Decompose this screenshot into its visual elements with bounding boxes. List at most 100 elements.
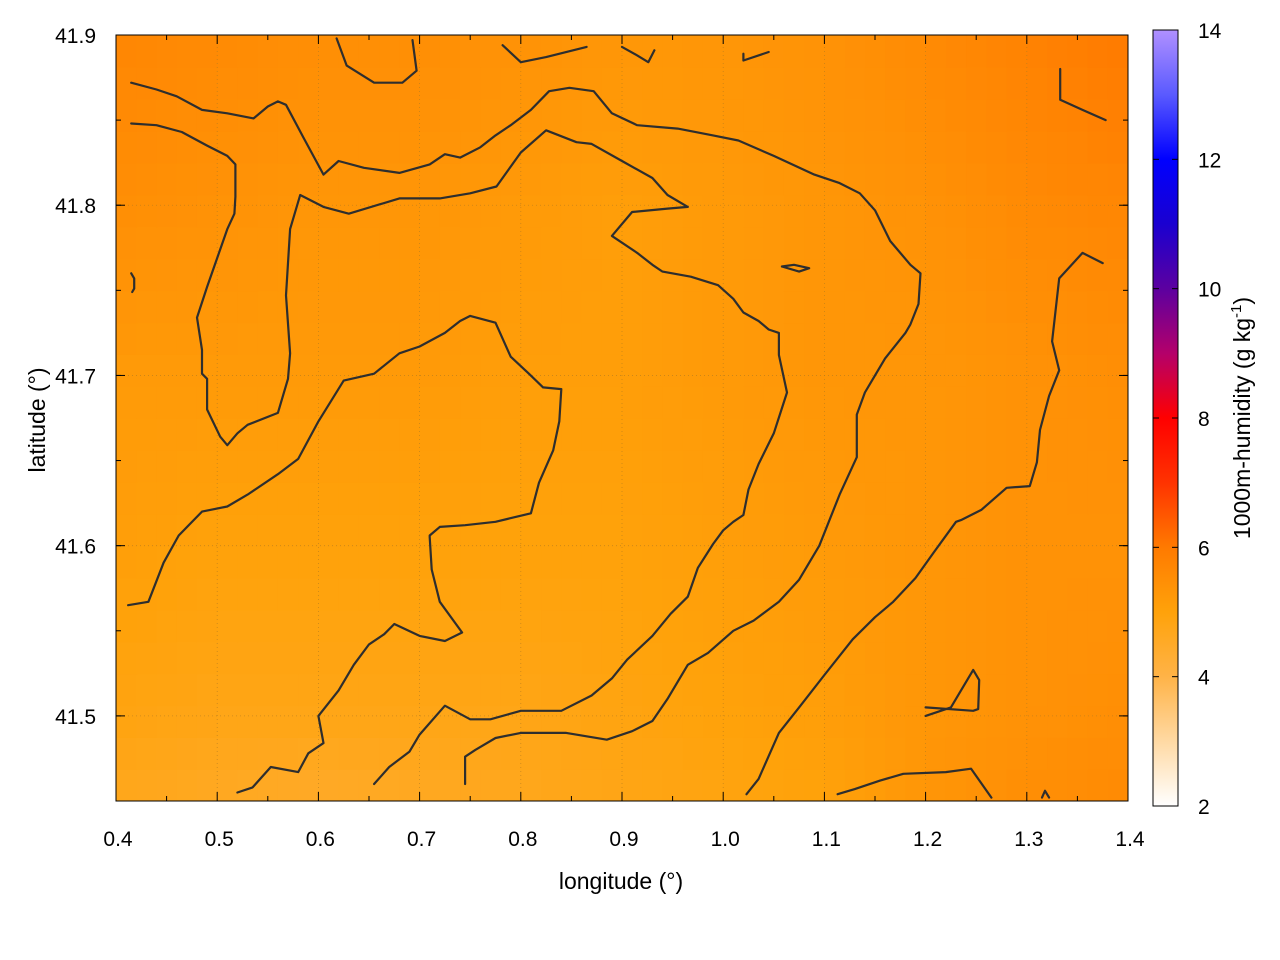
heatmap-cell	[925, 386, 947, 419]
heatmap-cell	[966, 226, 988, 260]
heatmap-cell	[500, 769, 522, 801]
heatmap-cell	[237, 258, 259, 292]
colorbar-label-superscript: -1	[1228, 305, 1245, 318]
heatmap-cell	[1026, 577, 1048, 611]
heatmap-cell	[824, 66, 846, 100]
heatmap-cell	[986, 226, 1008, 260]
heatmap-cell	[1006, 194, 1028, 228]
heatmap-cell	[338, 577, 360, 611]
heatmap-cell	[116, 322, 138, 355]
heatmap-cell	[783, 673, 805, 707]
heatmap-cell	[237, 290, 259, 324]
heatmap-cell	[520, 35, 542, 68]
heatmap-cell	[662, 258, 684, 292]
heatmap-cell	[439, 481, 461, 515]
heatmap-cell	[338, 673, 360, 707]
heatmap-cell	[419, 418, 441, 451]
heatmap-cell	[601, 737, 623, 770]
heatmap-cell	[925, 449, 947, 483]
heatmap-cell	[1047, 577, 1069, 611]
colorbar-tick-label: 10	[1198, 279, 1221, 302]
heatmap-cell	[783, 609, 805, 643]
heatmap-cell	[986, 354, 1008, 387]
heatmap-cell	[1047, 673, 1069, 707]
heatmap-cell	[136, 66, 158, 100]
heatmap-cell	[743, 513, 765, 547]
heatmap-cell	[277, 418, 299, 451]
heatmap-cell	[642, 386, 664, 419]
heatmap-cell	[844, 545, 866, 579]
heatmap-cell	[966, 769, 988, 801]
heatmap-cell	[196, 130, 218, 164]
heatmap-cell	[419, 641, 441, 675]
heatmap-cell	[783, 577, 805, 611]
heatmap-cell	[257, 577, 279, 611]
heatmap-cell	[662, 545, 684, 579]
heatmap-cell	[196, 609, 218, 643]
heatmap-cell	[905, 258, 927, 292]
heatmap-cell	[945, 577, 967, 611]
heatmap-cell	[642, 481, 664, 515]
heatmap-cell	[460, 577, 482, 611]
heatmap-cell	[824, 577, 846, 611]
heatmap-cell	[1107, 35, 1128, 68]
heatmap-cell	[277, 609, 299, 643]
heatmap-cell	[1067, 226, 1089, 260]
heatmap-cell	[338, 98, 360, 132]
heatmap-cell	[1067, 162, 1089, 196]
heatmap-cell	[1006, 737, 1028, 770]
heatmap-cell	[966, 66, 988, 100]
heatmap-cell	[662, 290, 684, 324]
heatmap-cell	[439, 290, 461, 324]
heatmap-cell	[500, 513, 522, 547]
heatmap-cell	[1107, 737, 1128, 770]
heatmap-cell	[642, 641, 664, 675]
heatmap-cell	[561, 769, 583, 801]
heatmap-cell	[358, 673, 380, 707]
heatmap-cell	[439, 162, 461, 196]
heatmap-cell	[541, 481, 563, 515]
heatmap-cell	[399, 194, 421, 228]
heatmap-cell	[480, 641, 502, 675]
heatmap-cell	[318, 322, 340, 355]
heatmap-cell	[622, 577, 644, 611]
heatmap-cell	[824, 609, 846, 643]
heatmap-cell	[318, 577, 340, 611]
heatmap-cell	[682, 258, 704, 292]
heatmap-cell	[257, 386, 279, 419]
heatmap-cell	[945, 418, 967, 451]
heatmap-cell	[298, 354, 320, 387]
heatmap-cell	[966, 577, 988, 611]
heatmap-cell	[257, 98, 279, 132]
colorbar-tick-label: 8	[1198, 408, 1210, 431]
heatmap-cell	[743, 354, 765, 387]
heatmap-cell	[136, 577, 158, 611]
heatmap-cell	[318, 98, 340, 132]
heatmap-cell	[1026, 354, 1048, 387]
heatmap-cell	[682, 35, 704, 68]
heatmap-cell	[1006, 577, 1028, 611]
heatmap-cell	[298, 641, 320, 675]
heatmap-cell	[500, 737, 522, 770]
heatmap-cell	[561, 418, 583, 451]
heatmap-cell	[966, 386, 988, 419]
heatmap-cell	[116, 162, 138, 196]
heatmap-cell	[116, 769, 138, 801]
heatmap-cell	[298, 705, 320, 738]
heatmap-cell	[986, 35, 1008, 68]
heatmap-cell	[541, 354, 563, 387]
heatmap-cell	[945, 449, 967, 483]
heatmap-cell	[379, 481, 401, 515]
heatmap-cell	[520, 354, 542, 387]
heatmap-cell	[480, 98, 502, 132]
heatmap-cell	[136, 705, 158, 738]
heatmap-cell	[338, 609, 360, 643]
heatmap-cell	[966, 354, 988, 387]
heatmap-cell	[318, 226, 340, 260]
heatmap-cell	[419, 194, 441, 228]
heatmap-cell	[905, 322, 927, 355]
heatmap-cell	[1047, 641, 1069, 675]
heatmap-cell	[824, 513, 846, 547]
heatmap-cell	[136, 609, 158, 643]
heatmap-cell	[702, 290, 724, 324]
